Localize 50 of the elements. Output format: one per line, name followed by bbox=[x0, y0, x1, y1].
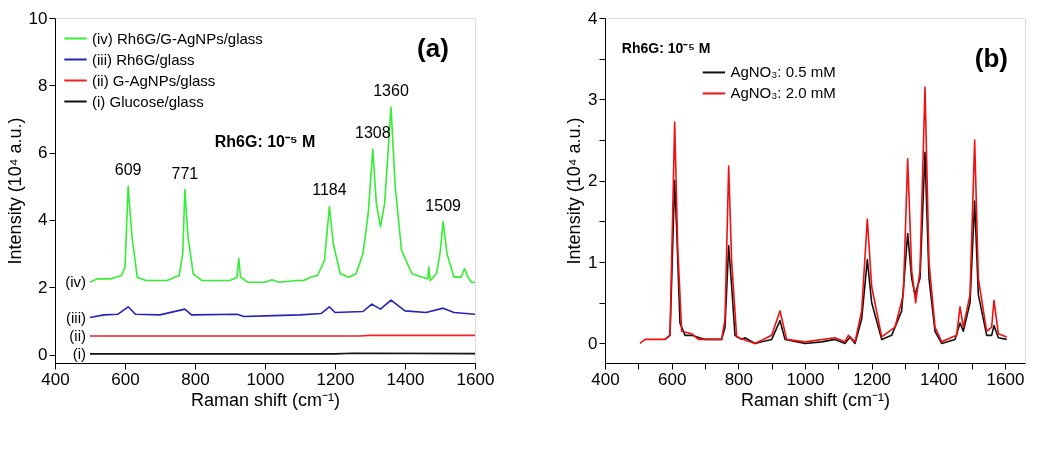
x-tick-label: 1000 bbox=[246, 369, 285, 389]
legend-label: AgNO₃: 0.5 mM bbox=[730, 63, 836, 81]
x-tick-label: 600 bbox=[111, 369, 140, 389]
annotation: (a) bbox=[417, 33, 449, 64]
x-axis-title: Raman shift (cm⁻¹) bbox=[190, 389, 341, 410]
annotation: (ii) bbox=[69, 327, 86, 345]
x-tick-label: 600 bbox=[657, 369, 687, 389]
y-tick-label: 1 bbox=[588, 252, 598, 272]
x-tick-label: 1200 bbox=[853, 369, 892, 389]
legend-label: (ii) G-AgNPs/glass bbox=[92, 71, 216, 89]
annotation: 1184 bbox=[312, 181, 347, 199]
x-tick-label: 1200 bbox=[316, 369, 355, 389]
x-tick-label: 400 bbox=[591, 369, 620, 389]
y-tick-label: 4 bbox=[38, 210, 48, 230]
annotation: (iv) bbox=[65, 273, 86, 291]
y-tick-label: 6 bbox=[38, 143, 48, 163]
annotation: (b) bbox=[974, 43, 1008, 74]
y-tick-label: 4 bbox=[588, 8, 598, 28]
annotation: 771 bbox=[171, 164, 199, 182]
annotation: 609 bbox=[114, 161, 142, 179]
legend-label: AgNO₃: 2.0 mM bbox=[730, 84, 836, 102]
y-axis-title: Intensity (10⁴ a.u.) bbox=[564, 117, 585, 265]
x-tick-label: 1600 bbox=[456, 369, 495, 389]
x-tick-label: 1400 bbox=[386, 369, 425, 389]
x-tick-label: 1000 bbox=[786, 369, 825, 389]
annotation: Rh6G: 10⁻⁵ M bbox=[214, 133, 316, 151]
annotation: 1509 bbox=[425, 196, 462, 214]
annotation: (iii) bbox=[66, 308, 86, 326]
x-axis-title: Raman shift (cm⁻¹) bbox=[740, 389, 891, 410]
line-series bbox=[639, 86, 1008, 345]
y-tick-label: 2 bbox=[38, 277, 48, 297]
y-tick-label: 0 bbox=[38, 345, 48, 365]
legend-label: (iii) Rh6G/glass bbox=[92, 50, 195, 68]
annotation: 1360 bbox=[373, 82, 409, 100]
y-tick-label: 3 bbox=[588, 89, 598, 109]
x-tick-label: 800 bbox=[181, 369, 210, 389]
annotation: Rh6G: 10⁻⁵ M bbox=[621, 40, 711, 57]
line-series bbox=[89, 299, 475, 319]
y-axis-title: Intensity (10⁴ a.u.) bbox=[4, 117, 25, 265]
x-tick-label: 400 bbox=[41, 369, 70, 389]
legend-label: (iv) Rh6G/G-AgNPs/glass bbox=[92, 29, 263, 47]
y-tick-label: 8 bbox=[38, 75, 48, 95]
legend-label: (i) Glucose/glass bbox=[92, 92, 204, 110]
x-tick-label: 1400 bbox=[919, 369, 958, 389]
y-tick-label: 0 bbox=[588, 333, 598, 353]
y-tick-label: 2 bbox=[588, 171, 598, 191]
x-tick-label: 800 bbox=[724, 369, 754, 389]
annotation: (i) bbox=[72, 344, 86, 362]
x-tick-label: 1600 bbox=[986, 369, 1025, 389]
y-tick-label: 10 bbox=[28, 8, 48, 28]
